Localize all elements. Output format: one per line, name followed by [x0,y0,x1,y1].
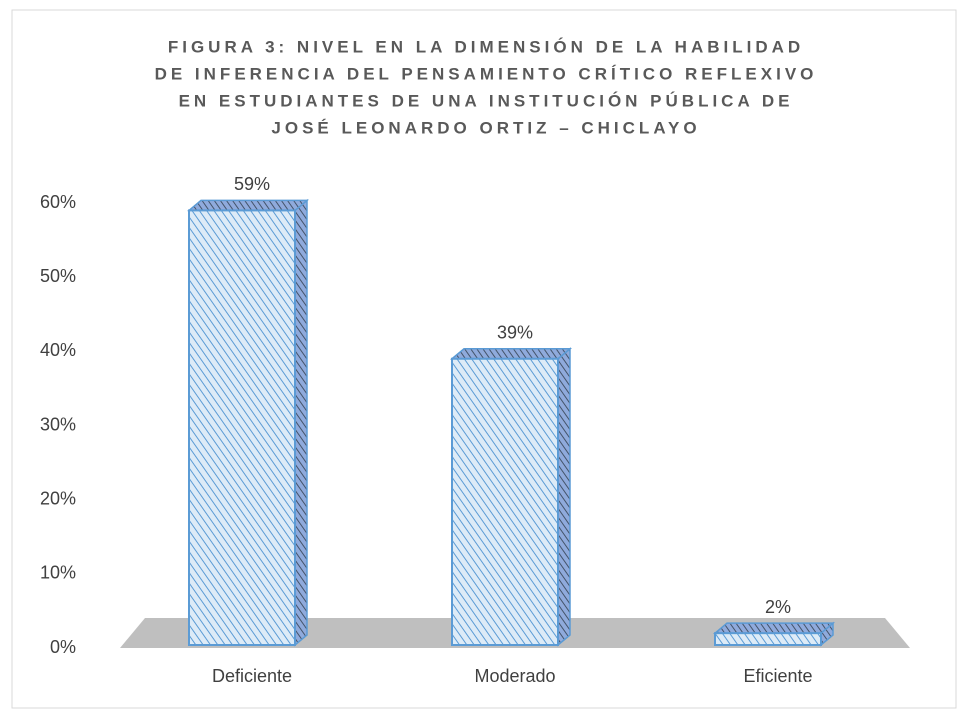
x-tick-label: Deficiente [212,666,292,686]
bar [712,621,836,647]
y-tick-label: 30% [40,414,76,434]
y-tick-label: 0% [50,637,76,657]
value-label: 39% [497,323,533,343]
y-tick-label: 40% [40,340,76,360]
bar-top [186,199,310,212]
bar-side [294,198,308,647]
bar-side [557,347,571,647]
chart-title: DE INFERENCIA DEL PENSAMIENTO CRÍTICO RE… [155,64,818,83]
chart-title: FIGURA 3: NIVEL EN LA DIMENSIÓN DE LA HA… [168,37,804,56]
y-tick-label: 60% [40,192,76,212]
bar [449,347,573,647]
x-tick-label: Eficiente [743,666,812,686]
bar-top [712,622,836,634]
value-label: 2% [765,597,791,617]
bar-front [451,357,559,646]
chart-title: JOSÉ LEONARDO ORTIZ – CHICLAYO [271,118,700,137]
bar [186,198,310,647]
y-tick-label: 20% [40,488,76,508]
bar-front [714,632,822,647]
y-tick-label: 10% [40,563,76,583]
bar-top [449,348,573,360]
y-tick-label: 50% [40,266,76,286]
chart-title: EN ESTUDIANTES DE UNA INSTITUCIÓN PÚBLIC… [179,91,794,110]
x-tick-label: Moderado [474,666,555,686]
value-label: 59% [234,174,270,194]
bar-front [188,209,296,647]
